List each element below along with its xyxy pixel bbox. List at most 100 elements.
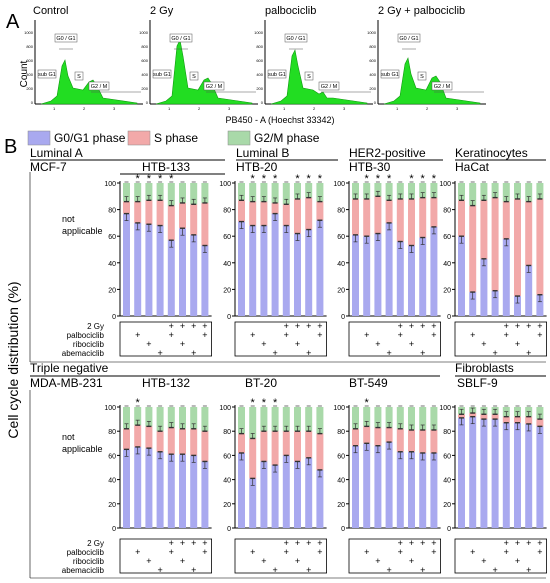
bar-g0g1-6 [408,245,415,316]
bar-s-4 [271,202,279,214]
bar-s-5 [502,416,510,423]
histogram-xtick: 2 [313,106,316,111]
chart-ytick-label: 80 [337,208,345,215]
bar-g0g1-7 [525,423,533,528]
legend-label-2: G2/M phase [254,131,320,145]
chart-ytick-label: 0 [447,314,451,321]
treatment-plus: + [272,348,277,358]
bar-s-8 [536,419,544,427]
bar-s-5 [167,205,175,241]
treatment-plus: + [409,538,414,548]
chart-ytick-label: 80 [108,208,116,215]
chart-ytick-label: 100 [333,405,345,412]
bar-g2m-1 [352,407,359,429]
treatment-plus: + [386,565,391,575]
group-her2-positive: HER2-positive [349,146,426,160]
gate-s-label: S [307,74,311,80]
chart-ytick-label: 40 [337,478,345,485]
not-applicable-2a: not [62,432,75,442]
bar-g0g1-5 [396,241,404,316]
histogram-ytick: 400 [256,72,263,77]
chart-ytick-label: 0 [341,314,345,321]
bar-g0g1-1 [458,417,465,528]
histogram-ytick: 1000 [139,30,149,35]
bar-g2m-2 [363,183,371,199]
treatment-plus: + [306,538,311,548]
bar-g2m-3 [260,407,268,432]
gate-g0g1-box [54,33,78,43]
bar-g0g1-5 [502,238,510,316]
group-fibroblasts: Fibroblasts [455,361,514,375]
gate-s-label: S [77,74,81,80]
chart-ytick-label: 80 [443,429,451,436]
chart-ytick-label: 40 [223,261,231,268]
chart-ytick-label: 40 [443,261,451,268]
significance-star: * [295,173,300,185]
bar-g0g1-2 [249,225,257,316]
bar-s-7 [419,429,427,453]
bar-g0g1-1 [352,234,359,316]
bar-s-4 [491,197,499,291]
chart-title: HTB-132 [142,376,190,390]
histogram-title: 2 Gy + palbociclib [378,5,465,17]
legend: G0/G1 phase S phase G2/M phase [27,130,320,146]
bar-g2m-1 [123,407,130,429]
bar-s-7 [190,428,198,456]
bar-g2m-8 [316,183,324,202]
bar-s-8 [536,198,544,295]
histogram-xtick: 2 [198,106,201,111]
panel-b-ylabel: Cell cycle distribution (%) [5,281,21,438]
chart-bt-549: BT-549 100 80 60 40 20 0 * [333,376,441,533]
treatment-plus: + [470,330,475,340]
chart-ytick-label: 20 [337,502,345,509]
bar-g0g1-2 [469,416,477,528]
chart-ytick-label: 0 [227,526,231,533]
chart-ytick-label: 80 [337,429,345,436]
bar-s-1 [352,428,359,446]
bar-s-5 [396,428,404,452]
treatment-plus: + [180,538,185,548]
treatment-plus: + [431,547,436,557]
legend-label-1: S phase [154,131,198,145]
chart-ytick-label: 0 [447,526,451,533]
histogram-title: 2 Gy [150,5,174,17]
histogram-ytick: 600 [26,58,33,63]
bar-g2m-6 [408,407,415,430]
chart-htb-133: HTB-133 100 80 60 40 20 0 * * * * [104,160,225,321]
gate-s-label: S [192,74,196,80]
treatment-plus: + [398,330,403,340]
histogram-ytick: 400 [141,72,148,77]
treatment-plus: + [261,339,266,349]
treatment-plus: + [191,565,196,575]
treatment-box [234,538,327,574]
bar-g0g1-2 [134,222,142,316]
treatment-label: ribociclib [73,340,105,349]
histogram-ytick: 600 [141,58,148,63]
treatment-plus: + [146,556,151,566]
bar-s-2 [249,438,257,479]
chart-ytick-label: 0 [112,526,116,533]
histogram-ytick: 0 [146,100,149,105]
gate-s-box [417,71,427,81]
chart-ytick-label: 20 [443,502,451,509]
treatment-plus: + [375,339,380,349]
treatment-plus: + [146,339,151,349]
bar-g0g1-3 [480,258,488,316]
histogram-ytick: 0 [261,100,264,105]
chart-ytick-label: 100 [439,181,451,188]
treatment-plus: + [537,547,542,557]
bar-s-6 [179,428,186,455]
significance-star: * [307,173,312,185]
chart-ytick-label: 60 [108,453,116,460]
bar-g0g1-2 [363,236,371,316]
histogram-ytick: 600 [369,58,376,63]
bar-s-5 [282,431,290,456]
bar-s-8 [201,431,209,462]
treatment-plus: + [409,321,414,331]
treatment-plus: + [431,330,436,340]
histogram-ytick: 400 [26,72,33,77]
bar-s-5 [396,198,404,242]
gate-s-box [304,71,314,81]
